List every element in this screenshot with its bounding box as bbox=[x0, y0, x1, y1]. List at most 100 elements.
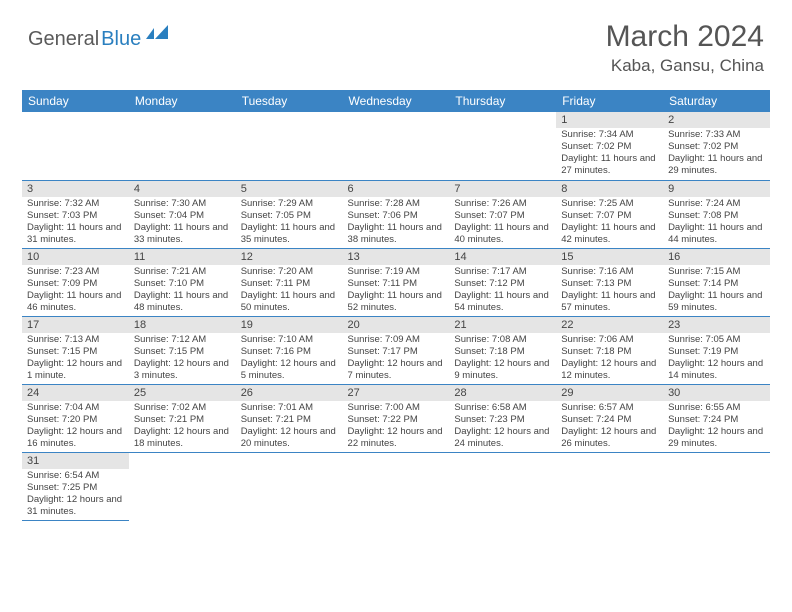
calendar-cell: 10Sunrise: 7:23 AMSunset: 7:09 PMDayligh… bbox=[22, 248, 129, 316]
calendar-cell: 22Sunrise: 7:06 AMSunset: 7:18 PMDayligh… bbox=[556, 316, 663, 384]
calendar-cell: 5Sunrise: 7:29 AMSunset: 7:05 PMDaylight… bbox=[236, 180, 343, 248]
calendar-cell: 14Sunrise: 7:17 AMSunset: 7:12 PMDayligh… bbox=[449, 248, 556, 316]
calendar-cell: 12Sunrise: 7:20 AMSunset: 7:11 PMDayligh… bbox=[236, 248, 343, 316]
calendar-cell: 2Sunrise: 7:33 AMSunset: 7:02 PMDaylight… bbox=[663, 112, 770, 180]
calendar-cell: 19Sunrise: 7:10 AMSunset: 7:16 PMDayligh… bbox=[236, 316, 343, 384]
calendar-cell: 9Sunrise: 7:24 AMSunset: 7:08 PMDaylight… bbox=[663, 180, 770, 248]
day-details: Sunrise: 6:58 AMSunset: 7:23 PMDaylight:… bbox=[449, 401, 556, 452]
day-number: 10 bbox=[22, 249, 129, 265]
weekday-header: Thursday bbox=[449, 90, 556, 112]
day-number: 8 bbox=[556, 181, 663, 197]
calendar-cell bbox=[663, 452, 770, 520]
calendar-cell bbox=[236, 452, 343, 520]
calendar-cell: 7Sunrise: 7:26 AMSunset: 7:07 PMDaylight… bbox=[449, 180, 556, 248]
calendar-cell: 24Sunrise: 7:04 AMSunset: 7:20 PMDayligh… bbox=[22, 384, 129, 452]
day-number: 7 bbox=[449, 181, 556, 197]
calendar-row: 3Sunrise: 7:32 AMSunset: 7:03 PMDaylight… bbox=[22, 180, 770, 248]
calendar-cell: 11Sunrise: 7:21 AMSunset: 7:10 PMDayligh… bbox=[129, 248, 236, 316]
calendar-cell: 20Sunrise: 7:09 AMSunset: 7:17 PMDayligh… bbox=[343, 316, 450, 384]
logo: General Blue bbox=[28, 20, 168, 51]
day-number: 2 bbox=[663, 112, 770, 128]
day-number: 28 bbox=[449, 385, 556, 401]
calendar-cell: 21Sunrise: 7:08 AMSunset: 7:18 PMDayligh… bbox=[449, 316, 556, 384]
calendar-row: 31Sunrise: 6:54 AMSunset: 7:25 PMDayligh… bbox=[22, 452, 770, 520]
day-details: Sunrise: 7:24 AMSunset: 7:08 PMDaylight:… bbox=[663, 197, 770, 248]
day-number: 21 bbox=[449, 317, 556, 333]
day-number: 20 bbox=[343, 317, 450, 333]
weekday-header: Tuesday bbox=[236, 90, 343, 112]
calendar-cell: 25Sunrise: 7:02 AMSunset: 7:21 PMDayligh… bbox=[129, 384, 236, 452]
calendar-cell: 1Sunrise: 7:34 AMSunset: 7:02 PMDaylight… bbox=[556, 112, 663, 180]
calendar-cell: 30Sunrise: 6:55 AMSunset: 7:24 PMDayligh… bbox=[663, 384, 770, 452]
weekday-header: Saturday bbox=[663, 90, 770, 112]
page-subtitle: Kaba, Gansu, China bbox=[606, 56, 764, 76]
day-number: 16 bbox=[663, 249, 770, 265]
day-number: 6 bbox=[343, 181, 450, 197]
day-number: 26 bbox=[236, 385, 343, 401]
calendar-body: 1Sunrise: 7:34 AMSunset: 7:02 PMDaylight… bbox=[22, 112, 770, 520]
header: General Blue March 2024 Kaba, Gansu, Chi… bbox=[0, 0, 792, 84]
calendar-cell: 17Sunrise: 7:13 AMSunset: 7:15 PMDayligh… bbox=[22, 316, 129, 384]
calendar-table: SundayMondayTuesdayWednesdayThursdayFrid… bbox=[22, 90, 770, 521]
day-number: 13 bbox=[343, 249, 450, 265]
day-details: Sunrise: 6:55 AMSunset: 7:24 PMDaylight:… bbox=[663, 401, 770, 452]
day-number: 12 bbox=[236, 249, 343, 265]
calendar-cell: 6Sunrise: 7:28 AMSunset: 7:06 PMDaylight… bbox=[343, 180, 450, 248]
day-number: 27 bbox=[343, 385, 450, 401]
day-details: Sunrise: 7:34 AMSunset: 7:02 PMDaylight:… bbox=[556, 128, 663, 179]
calendar-cell: 4Sunrise: 7:30 AMSunset: 7:04 PMDaylight… bbox=[129, 180, 236, 248]
calendar-cell bbox=[449, 112, 556, 180]
day-number: 14 bbox=[449, 249, 556, 265]
day-details: Sunrise: 7:12 AMSunset: 7:15 PMDaylight:… bbox=[129, 333, 236, 384]
day-details: Sunrise: 7:09 AMSunset: 7:17 PMDaylight:… bbox=[343, 333, 450, 384]
day-details: Sunrise: 7:28 AMSunset: 7:06 PMDaylight:… bbox=[343, 197, 450, 248]
day-details: Sunrise: 7:01 AMSunset: 7:21 PMDaylight:… bbox=[236, 401, 343, 452]
day-details: Sunrise: 7:25 AMSunset: 7:07 PMDaylight:… bbox=[556, 197, 663, 248]
logo-word1: General bbox=[28, 28, 99, 51]
page-title: March 2024 bbox=[606, 20, 764, 54]
calendar-cell: 8Sunrise: 7:25 AMSunset: 7:07 PMDaylight… bbox=[556, 180, 663, 248]
calendar-cell bbox=[22, 112, 129, 180]
day-details: Sunrise: 7:19 AMSunset: 7:11 PMDaylight:… bbox=[343, 265, 450, 316]
day-number: 29 bbox=[556, 385, 663, 401]
calendar-cell: 23Sunrise: 7:05 AMSunset: 7:19 PMDayligh… bbox=[663, 316, 770, 384]
weekday-header-row: SundayMondayTuesdayWednesdayThursdayFrid… bbox=[22, 90, 770, 112]
day-details: Sunrise: 7:33 AMSunset: 7:02 PMDaylight:… bbox=[663, 128, 770, 179]
calendar-cell bbox=[236, 112, 343, 180]
day-number: 3 bbox=[22, 181, 129, 197]
logo-flag-icon bbox=[146, 25, 168, 44]
calendar-cell: 18Sunrise: 7:12 AMSunset: 7:15 PMDayligh… bbox=[129, 316, 236, 384]
day-number: 22 bbox=[556, 317, 663, 333]
day-number: 25 bbox=[129, 385, 236, 401]
calendar-cell bbox=[129, 452, 236, 520]
calendar-row: 10Sunrise: 7:23 AMSunset: 7:09 PMDayligh… bbox=[22, 248, 770, 316]
calendar-cell bbox=[343, 112, 450, 180]
calendar-cell: 26Sunrise: 7:01 AMSunset: 7:21 PMDayligh… bbox=[236, 384, 343, 452]
day-number: 19 bbox=[236, 317, 343, 333]
calendar-cell: 31Sunrise: 6:54 AMSunset: 7:25 PMDayligh… bbox=[22, 452, 129, 520]
day-number: 4 bbox=[129, 181, 236, 197]
calendar-cell: 29Sunrise: 6:57 AMSunset: 7:24 PMDayligh… bbox=[556, 384, 663, 452]
calendar-cell: 3Sunrise: 7:32 AMSunset: 7:03 PMDaylight… bbox=[22, 180, 129, 248]
day-details: Sunrise: 7:32 AMSunset: 7:03 PMDaylight:… bbox=[22, 197, 129, 248]
weekday-header: Monday bbox=[129, 90, 236, 112]
day-details: Sunrise: 7:23 AMSunset: 7:09 PMDaylight:… bbox=[22, 265, 129, 316]
title-block: March 2024 Kaba, Gansu, China bbox=[606, 20, 764, 76]
calendar-row: 24Sunrise: 7:04 AMSunset: 7:20 PMDayligh… bbox=[22, 384, 770, 452]
day-details: Sunrise: 7:17 AMSunset: 7:12 PMDaylight:… bbox=[449, 265, 556, 316]
calendar-cell: 16Sunrise: 7:15 AMSunset: 7:14 PMDayligh… bbox=[663, 248, 770, 316]
day-details: Sunrise: 7:20 AMSunset: 7:11 PMDaylight:… bbox=[236, 265, 343, 316]
day-number: 5 bbox=[236, 181, 343, 197]
day-details: Sunrise: 7:13 AMSunset: 7:15 PMDaylight:… bbox=[22, 333, 129, 384]
day-details: Sunrise: 6:57 AMSunset: 7:24 PMDaylight:… bbox=[556, 401, 663, 452]
day-details: Sunrise: 7:16 AMSunset: 7:13 PMDaylight:… bbox=[556, 265, 663, 316]
day-number: 30 bbox=[663, 385, 770, 401]
day-details: Sunrise: 7:10 AMSunset: 7:16 PMDaylight:… bbox=[236, 333, 343, 384]
weekday-header: Wednesday bbox=[343, 90, 450, 112]
day-number: 11 bbox=[129, 249, 236, 265]
weekday-header: Sunday bbox=[22, 90, 129, 112]
day-details: Sunrise: 7:05 AMSunset: 7:19 PMDaylight:… bbox=[663, 333, 770, 384]
day-details: Sunrise: 7:29 AMSunset: 7:05 PMDaylight:… bbox=[236, 197, 343, 248]
calendar-cell: 28Sunrise: 6:58 AMSunset: 7:23 PMDayligh… bbox=[449, 384, 556, 452]
day-number: 15 bbox=[556, 249, 663, 265]
